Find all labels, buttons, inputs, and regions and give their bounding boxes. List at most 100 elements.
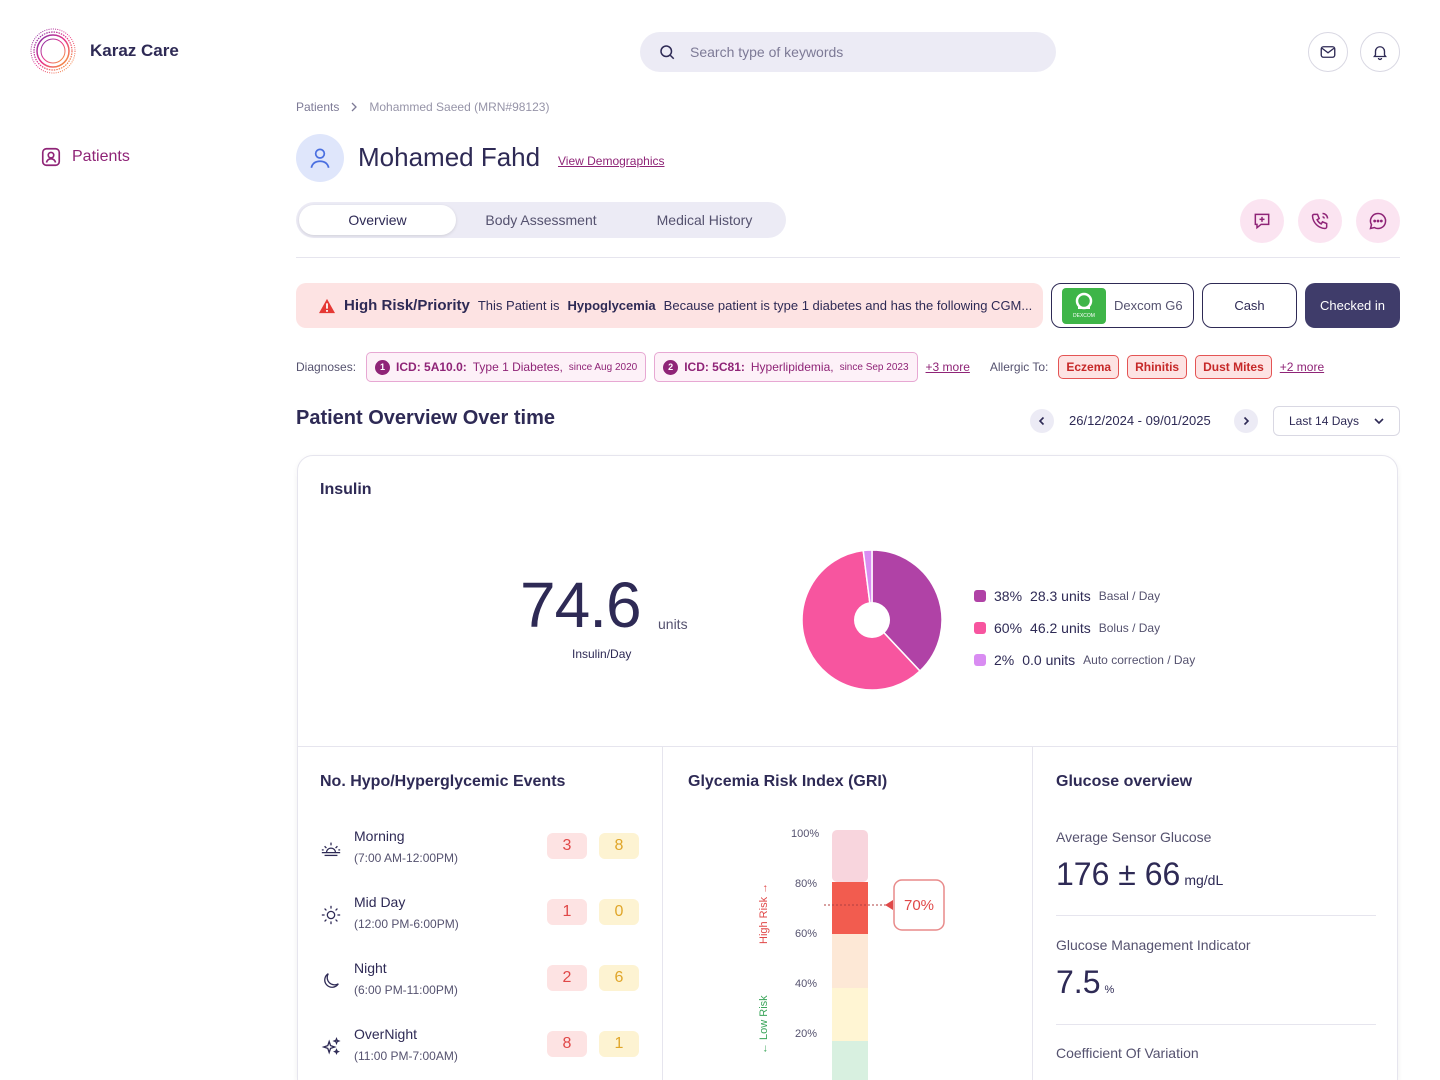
gri-bar-chart: 70% <box>824 830 945 1080</box>
device-name: Dexcom G6 <box>1114 298 1183 313</box>
messages-button[interactable] <box>1308 32 1348 72</box>
low-risk-text: Low Risk <box>758 995 770 1040</box>
alert-text-prefix: This Patient is <box>477 298 560 313</box>
tab-overview[interactable]: Overview <box>299 205 456 235</box>
section-divider <box>662 746 663 1080</box>
mail-icon <box>1320 46 1336 58</box>
diagnosis-code: ICD: 5A10.0: <box>396 360 467 374</box>
search-bar[interactable] <box>640 32 1056 72</box>
hyper-count-badge: 1 <box>599 1031 639 1057</box>
insulin-title: Insulin <box>320 481 372 498</box>
risk-alert-banner[interactable]: High Risk/Priority This Patient is Hypog… <box>296 283 1043 328</box>
chevron-right-icon <box>1243 416 1250 426</box>
gri-title: Glycemia Risk Index (GRI) <box>688 773 888 790</box>
add-note-button[interactable] <box>1240 199 1284 243</box>
insulin-total: 74.6 <box>520 569 642 641</box>
allergy-chip[interactable]: Rhinitis <box>1127 355 1188 379</box>
app-logo[interactable]: Karaz Care <box>28 26 179 76</box>
diagnosis-name: Hyperlipidemia, <box>750 360 834 374</box>
legend-desc: Basal / Day <box>1098 589 1161 603</box>
cash-button[interactable]: Cash <box>1202 283 1297 328</box>
patient-card-icon <box>41 147 61 167</box>
insulin-units: units <box>658 616 688 632</box>
avg-glucose-value: 176 ± 66 <box>1056 856 1181 892</box>
section-divider <box>1032 746 1033 1080</box>
allergy-chip[interactable]: Eczema <box>1058 355 1120 379</box>
insulin-pie-chart <box>802 550 942 690</box>
glucose-title: Glucose overview <box>1056 773 1193 790</box>
legend-pct: 38% <box>994 588 1023 604</box>
view-demographics-link[interactable]: View Demographics <box>558 154 665 168</box>
diagnosis-chip[interactable]: 1 ICD: 5A10.0: Type 1 Diabetes, since Au… <box>366 352 647 382</box>
karaz-logo-icon <box>30 28 76 74</box>
diagnosis-since: since Sep 2023 <box>839 361 909 373</box>
event-period-time: (11:00 PM-7:00AM) <box>354 1049 458 1063</box>
event-period-time: (6:00 PM-11:00PM) <box>354 983 458 997</box>
event-period-time: (12:00 PM-6:00PM) <box>354 917 459 931</box>
gri-zone-e <box>832 830 868 882</box>
patient-name: Mohamed Fahd <box>358 142 541 172</box>
phone-icon <box>1311 212 1329 230</box>
legend-pct: 60% <box>994 620 1023 636</box>
tab-body-assessment[interactable]: Body Assessment <box>485 212 597 228</box>
event-row: Night (6:00 PM-11:00PM) 2 6 <box>320 960 640 1004</box>
hypo-count-badge: 8 <box>547 1031 587 1057</box>
diagnoses-label: Diagnoses: <box>296 360 357 374</box>
gri-tick-label: 20% <box>795 1028 818 1040</box>
event-period-name: Morning <box>354 828 405 844</box>
events-title: No. Hypo/Hyperglycemic Events <box>320 773 566 790</box>
diagnosis-number: 2 <box>663 359 679 375</box>
hypo-count-badge: 1 <box>547 899 587 925</box>
gmi-value: 7.5 <box>1056 964 1101 1000</box>
sidebar-item-label: Patients <box>72 148 130 165</box>
search-input[interactable] <box>690 44 1010 60</box>
gmi-value-row: 7.5% <box>1056 964 1114 1001</box>
breadcrumb: Patients Mohammed Saeed (MRN#98123) <box>296 100 549 114</box>
legend-item: 38% 28.3 units Basal / Day <box>974 580 1195 612</box>
legend-item: 2% 0.0 units Auto correction / Day <box>974 644 1195 676</box>
hyper-count-badge: 8 <box>599 833 639 859</box>
breadcrumb-current: Mohammed Saeed (MRN#98123) <box>369 100 550 114</box>
gri-tick-label: 80% <box>795 878 818 890</box>
pie-slice <box>871 550 942 673</box>
event-period-name: Night <box>354 960 387 976</box>
device-button[interactable]: DEXCOM Dexcom G6 <box>1051 283 1194 328</box>
period-value: Last 14 Days <box>1289 414 1360 428</box>
prev-period-button[interactable] <box>1030 409 1054 433</box>
diagnosis-code: ICD: 5C81: <box>684 360 745 374</box>
moon-icon <box>324 973 339 988</box>
legend-desc: Bolus / Day <box>1098 621 1161 635</box>
search-icon <box>660 45 675 60</box>
diagnoses-more-link[interactable]: +3 more <box>925 360 970 374</box>
event-period-name: OverNight <box>354 1026 418 1042</box>
diagnosis-chip[interactable]: 2 ICD: 5C81: Hyperlipidemia, since Sep 2… <box>654 352 918 382</box>
gmi-unit: % <box>1104 984 1115 996</box>
call-button[interactable] <box>1298 199 1342 243</box>
glucose-divider <box>1056 915 1376 916</box>
chevron-right-icon <box>351 102 358 112</box>
event-period-time: (7:00 AM-12:00PM) <box>354 851 459 865</box>
pie-center-hole <box>854 602 890 638</box>
event-row: Mid Day (12:00 PM-6:00PM) 1 0 <box>320 894 640 938</box>
insulin-sub-label: Insulin/Day <box>572 647 632 661</box>
dexcom-logo: DEXCOM <box>1062 287 1106 324</box>
diagnosis-since: since Aug 2020 <box>568 361 638 373</box>
sunrise-icon <box>321 842 341 857</box>
notifications-button[interactable] <box>1360 32 1400 72</box>
tab-medical-history[interactable]: Medical History <box>656 212 753 228</box>
event-row: OverNight (11:00 PM-7:00AM) 8 1 <box>320 1026 640 1070</box>
allergies-more-link[interactable]: +2 more <box>1279 360 1325 374</box>
sidebar-item-patients[interactable]: Patients <box>40 146 130 168</box>
avg-glucose-value-row: 176 ± 66 mg/dL <box>1056 856 1223 893</box>
checked-in-button[interactable]: Checked in <box>1305 283 1400 328</box>
period-select[interactable]: Last 14 Days <box>1273 406 1400 436</box>
allergy-chip[interactable]: Dust Mites <box>1195 355 1272 379</box>
next-period-button[interactable] <box>1234 409 1258 433</box>
hypo-count-badge: 3 <box>547 833 587 859</box>
legend-item: 60% 46.2 units Bolus / Day <box>974 612 1195 644</box>
section-divider <box>298 746 1397 747</box>
gri-marker-arrow <box>885 900 893 910</box>
chat-button[interactable] <box>1356 199 1400 243</box>
app-name: Karaz Care <box>90 41 179 60</box>
breadcrumb-root[interactable]: Patients <box>296 100 340 114</box>
